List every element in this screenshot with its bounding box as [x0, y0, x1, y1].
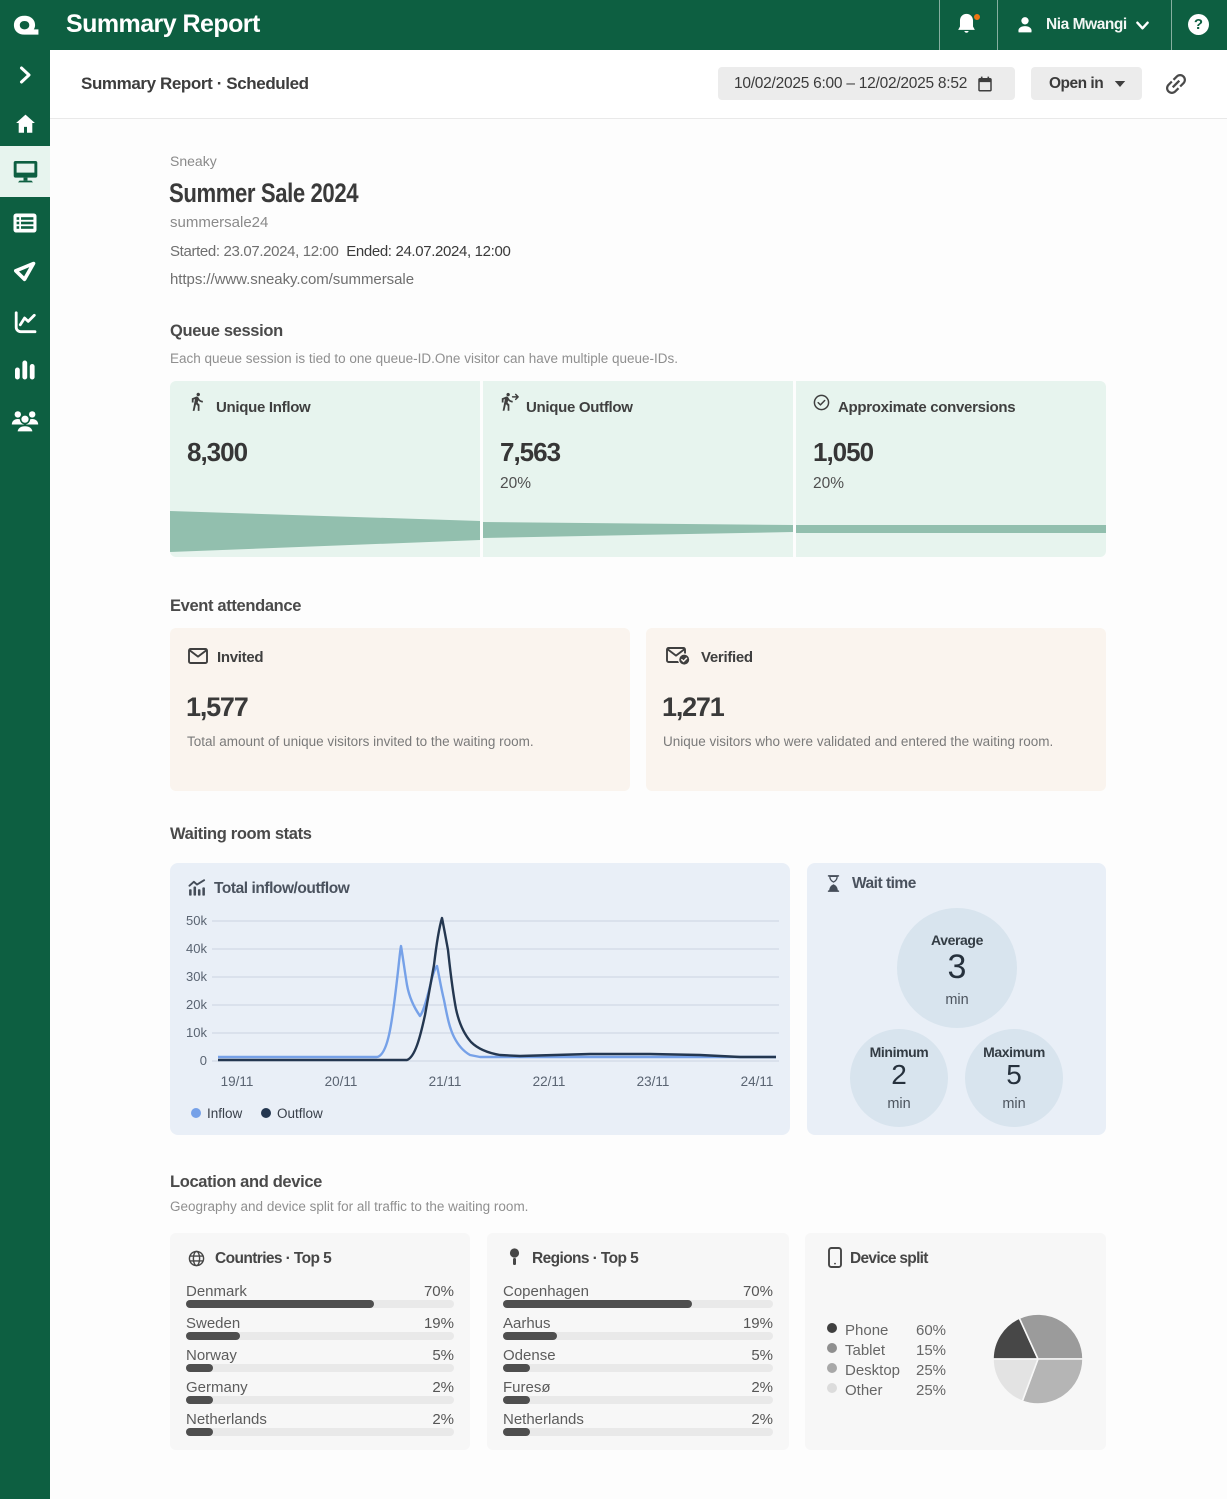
svg-text:24/11: 24/11	[741, 1074, 774, 1089]
svg-text:Inflow: Inflow	[207, 1106, 243, 1121]
svg-text:19/11: 19/11	[221, 1074, 254, 1089]
svg-text:20k: 20k	[186, 997, 207, 1012]
svg-text:20/11: 20/11	[325, 1074, 358, 1089]
svg-text:23/11: 23/11	[637, 1074, 670, 1089]
svg-text:21/11: 21/11	[429, 1074, 462, 1089]
svg-text:40k: 40k	[186, 941, 207, 956]
svg-text:Outflow: Outflow	[277, 1106, 323, 1121]
svg-text:0: 0	[200, 1053, 207, 1068]
svg-text:10k: 10k	[186, 1025, 207, 1040]
svg-text:50k: 50k	[186, 913, 207, 928]
svg-text:30k: 30k	[186, 969, 207, 984]
svg-text:22/11: 22/11	[533, 1074, 566, 1089]
